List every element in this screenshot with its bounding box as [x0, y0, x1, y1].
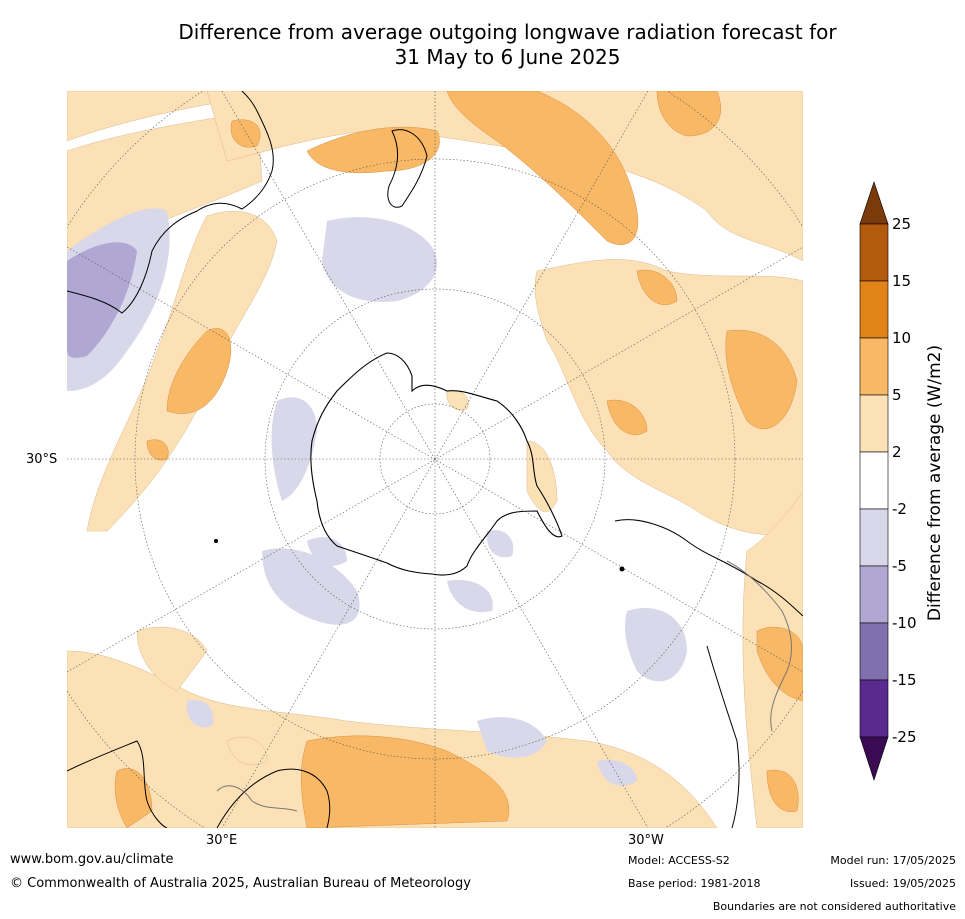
polar-map — [67, 91, 803, 828]
colorbar-tick-label: -15 — [892, 671, 917, 689]
antarctica-coastline — [310, 352, 563, 576]
island-marker — [214, 539, 218, 543]
longitude-label-west: 30°W — [628, 833, 664, 848]
colorbar-band — [859, 223, 889, 282]
colorbar-tick-label: -25 — [892, 728, 917, 746]
colorbar-tick-label: -10 — [892, 614, 917, 632]
chart-title: Difference from average outgoing longwav… — [100, 20, 915, 70]
colorbar-svg: 25 15 10 5 2 -2 -5 -10 -15 -25 — [859, 181, 917, 781]
map-svg — [67, 91, 803, 828]
footer-model-run: Model run: 17/05/2025 — [830, 854, 956, 867]
africa-coastline — [67, 740, 331, 828]
colorbar-title: Difference from average (W/m2) — [925, 344, 945, 622]
footer-base-period: Base period: 1981-2018 — [628, 877, 761, 890]
latitude-label: 30°S — [26, 452, 58, 467]
colorbar-tick-label: 15 — [892, 272, 911, 290]
colorbar-tick-label: -2 — [892, 500, 907, 518]
colorbar-band — [859, 337, 889, 396]
graticule — [67, 91, 803, 828]
colorbar-band — [859, 451, 889, 510]
new-zealand-coastline — [387, 129, 428, 208]
colorbar-band — [859, 622, 889, 681]
footer-model: Model: ACCESS-S2 — [628, 854, 730, 867]
longitude-label-east: 30°E — [206, 833, 238, 848]
island-marker — [619, 566, 625, 572]
colorbar: 25 15 10 5 2 -2 -5 -10 -15 -25 — [855, 180, 965, 790]
south-america-coastline — [614, 519, 803, 828]
footer-url: www.bom.gov.au/climate — [10, 852, 174, 867]
footer-disclaimer: Boundaries are not considered authoritat… — [712, 900, 956, 913]
colorbar-band — [859, 394, 889, 453]
colorbar-tick-label: 10 — [892, 329, 911, 347]
title-line-1: Difference from average outgoing longwav… — [178, 20, 837, 44]
colorbar-tick-label: 5 — [892, 386, 902, 404]
africa-interior-border — [216, 785, 298, 812]
colorbar-tick-label: 2 — [892, 443, 902, 461]
footer-issued: Issued: 19/05/2025 — [849, 877, 956, 890]
title-line-2: 31 May to 6 June 2025 — [394, 45, 621, 69]
footer-copyright: © Commonwealth of Australia 2025, Austra… — [10, 876, 471, 891]
anomaly-minus10-minus5-regions — [67, 242, 137, 358]
australia-coastline — [67, 91, 274, 314]
south-america-interior-border — [726, 560, 792, 732]
colorbar-extend-top — [859, 181, 889, 225]
anomaly-5-10-regions — [114, 91, 803, 828]
colorbar-band — [859, 508, 889, 567]
colorbar-tick-label: 25 — [892, 215, 911, 233]
colorbar-band — [859, 280, 889, 339]
colorbar-band — [859, 565, 889, 624]
colorbar-extend-bottom — [859, 736, 889, 781]
colorbar-band — [859, 679, 889, 738]
colorbar-tick-label: -5 — [892, 557, 907, 575]
